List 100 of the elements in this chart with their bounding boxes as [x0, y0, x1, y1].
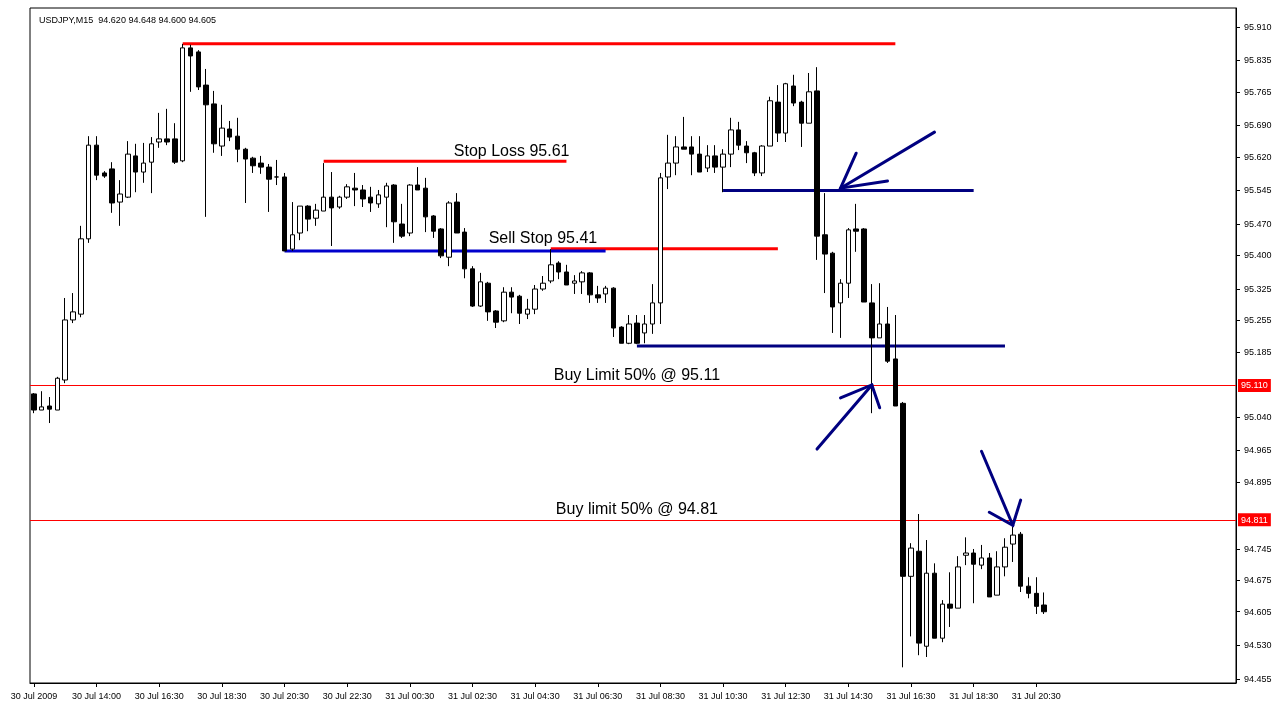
candlestick	[1041, 591, 1047, 615]
candlestick	[619, 325, 624, 344]
candlestick	[540, 275, 546, 292]
candlestick	[78, 225, 84, 318]
x-tick-label: 31 Jul 04:30	[510, 690, 560, 701]
y-tick-label: 94.675	[1244, 575, 1272, 586]
x-tick-label: 31 Jul 10:30	[698, 690, 748, 701]
candlestick	[940, 599, 945, 643]
x-tick-label: 31 Jul 00:30	[385, 690, 435, 701]
candlestick	[243, 147, 248, 204]
candlestick	[321, 162, 326, 212]
candlestick	[650, 283, 655, 335]
x-tick-label: 30 Jul 16:30	[134, 690, 184, 701]
candlestick	[196, 49, 201, 91]
candlestick	[376, 189, 381, 209]
candlestick	[329, 171, 334, 247]
candlestick	[712, 144, 718, 174]
candlestick	[188, 44, 193, 93]
candlestick	[759, 144, 765, 177]
candlestick	[297, 205, 303, 241]
annotation: Buy limit 50% @ 94.81	[555, 499, 719, 517]
y-tick-label: 95.910	[1244, 21, 1272, 32]
candlestick	[407, 183, 413, 237]
x-tick-label: 30 Jul 2009	[10, 690, 58, 701]
candlestick	[861, 227, 867, 303]
candlestick	[822, 192, 828, 294]
y-tick-label: 95.255	[1244, 315, 1272, 326]
annotation: Sell Stop 95.41	[488, 229, 598, 247]
x-tick-label: 30 Jul 22:30	[322, 690, 372, 701]
candlestick	[70, 292, 76, 324]
candlestick	[791, 74, 796, 107]
candlestick	[431, 214, 436, 239]
candlestick	[501, 286, 507, 323]
candlestick	[689, 135, 694, 176]
candlestick	[133, 143, 138, 193]
candlestick	[846, 227, 851, 299]
candlestick	[109, 161, 115, 214]
candlestick	[423, 177, 428, 233]
y-tick-label: 95.765	[1244, 86, 1272, 97]
candlestick	[102, 170, 107, 179]
candlestick	[736, 121, 741, 151]
candlestick	[642, 314, 647, 344]
candlestick	[744, 140, 749, 164]
candlestick	[39, 390, 44, 411]
y-tick-label: 95.040	[1244, 411, 1272, 422]
x-tick-label: 31 Jul 18:30	[949, 690, 999, 701]
x-tick-label: 31 Jul 06:30	[573, 690, 623, 701]
candlestick	[211, 90, 217, 154]
y-tick-label: 94.895	[1244, 476, 1272, 487]
candlestick	[227, 120, 232, 142]
y-tick-label: 94.745	[1244, 543, 1272, 554]
candlestick	[86, 135, 91, 244]
candlestick	[900, 401, 906, 668]
candlestick	[673, 135, 679, 176]
candlestick	[697, 135, 702, 173]
candlestick	[462, 227, 467, 279]
candlestick	[305, 204, 311, 232]
candlestick	[438, 227, 444, 259]
candlestick	[634, 314, 640, 345]
candlestick	[517, 294, 522, 325]
candlestick	[994, 550, 1000, 596]
candlestick	[1002, 537, 1008, 577]
candlestick	[603, 285, 608, 304]
y-tick-label: 95.620	[1244, 151, 1272, 162]
candlestick	[368, 186, 373, 213]
candlestick	[352, 172, 358, 207]
candlestick	[156, 112, 162, 149]
candlestick	[415, 166, 420, 191]
x-tick-label: 31 Jul 14:30	[823, 690, 873, 701]
candlestick	[814, 66, 820, 261]
candlestick	[337, 195, 342, 210]
candlestick	[290, 201, 295, 252]
text: USDJPY,M15 94.620 94.648 94.600 94.605	[39, 14, 216, 25]
candlestick	[728, 117, 734, 168]
candlestick	[1026, 576, 1031, 599]
candlestick	[274, 159, 279, 186]
candlestick	[947, 571, 953, 628]
candlestick	[783, 82, 788, 143]
candlestick	[720, 148, 726, 193]
x-tick-label: 31 Jul 02:30	[447, 690, 497, 701]
candlestick	[235, 117, 240, 163]
candlestick	[838, 278, 843, 339]
x-tick-label: 31 Jul 16:30	[886, 690, 936, 701]
candlestick	[869, 283, 875, 414]
candlestick	[752, 151, 757, 177]
candlestick	[282, 172, 287, 252]
candlestick	[313, 203, 319, 227]
candlestick	[532, 284, 538, 315]
candlestick	[1010, 526, 1016, 563]
candlestick	[180, 43, 185, 163]
y-tick-label: 94.965	[1244, 445, 1272, 456]
annotation: Stop Loss 95.61	[453, 141, 570, 159]
x-tick-label: 30 Jul 18:30	[197, 690, 247, 701]
ref-line-label: 95.110	[1241, 380, 1268, 391]
candlestick	[360, 184, 366, 208]
candlestick	[564, 264, 569, 286]
candlestick	[705, 144, 710, 173]
candlestick	[908, 542, 914, 637]
candlestick	[258, 155, 264, 175]
candlestick	[626, 314, 632, 345]
